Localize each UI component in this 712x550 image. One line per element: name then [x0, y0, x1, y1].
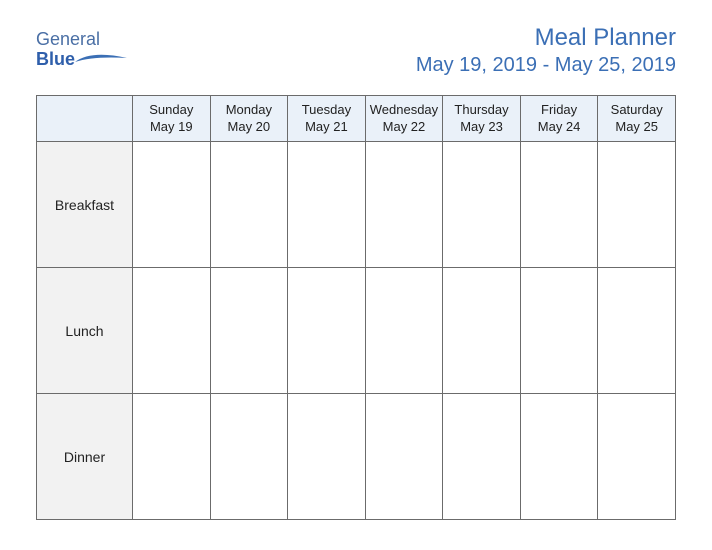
meal-cell[interactable]: [288, 142, 366, 268]
logo-word-blue: Blue: [36, 50, 75, 68]
day-date: May 25: [600, 119, 673, 135]
title-block: Meal Planner May 19, 2019 - May 25, 2019: [416, 24, 676, 77]
meal-planner-table: Sunday May 19 Monday May 20 Tuesday May …: [36, 95, 676, 520]
meal-label: Lunch: [37, 268, 133, 394]
day-name: Friday: [523, 102, 596, 118]
day-name: Monday: [213, 102, 286, 118]
day-header: Monday May 20: [210, 96, 288, 142]
date-range: May 19, 2019 - May 25, 2019: [416, 54, 676, 77]
meal-cell[interactable]: [210, 394, 288, 520]
meal-label: Dinner: [37, 394, 133, 520]
corner-cell: [37, 96, 133, 142]
day-header: Sunday May 19: [133, 96, 211, 142]
meal-row: Lunch: [37, 268, 676, 394]
day-header: Friday May 24: [520, 96, 598, 142]
meal-cell[interactable]: [133, 394, 211, 520]
meal-cell[interactable]: [365, 394, 443, 520]
day-date: May 20: [213, 119, 286, 135]
meal-label: Breakfast: [37, 142, 133, 268]
day-date: May 21: [290, 119, 363, 135]
day-name: Wednesday: [368, 102, 441, 118]
meal-cell[interactable]: [210, 268, 288, 394]
logo-word-general: General: [36, 29, 100, 49]
day-header: Saturday May 25: [598, 96, 676, 142]
meal-cell[interactable]: [520, 394, 598, 520]
meal-row: Breakfast: [37, 142, 676, 268]
meal-cell[interactable]: [443, 268, 521, 394]
day-date: May 22: [368, 119, 441, 135]
meal-cell[interactable]: [133, 142, 211, 268]
meal-cell[interactable]: [520, 268, 598, 394]
meal-cell[interactable]: [598, 394, 676, 520]
meal-row: Dinner: [37, 394, 676, 520]
day-date: May 23: [445, 119, 518, 135]
meal-cell[interactable]: [520, 142, 598, 268]
meal-cell[interactable]: [598, 268, 676, 394]
header: General Blue Meal Planner May 19, 2019 -…: [36, 24, 676, 77]
day-date: May 24: [523, 119, 596, 135]
meal-cell[interactable]: [133, 268, 211, 394]
day-name: Tuesday: [290, 102, 363, 118]
meal-cell[interactable]: [365, 142, 443, 268]
meal-cell[interactable]: [443, 394, 521, 520]
day-header: Tuesday May 21: [288, 96, 366, 142]
meal-cell[interactable]: [288, 268, 366, 394]
day-header: Wednesday May 22: [365, 96, 443, 142]
logo-text-block: General Blue: [36, 30, 129, 68]
meal-cell[interactable]: [288, 394, 366, 520]
meal-cell[interactable]: [210, 142, 288, 268]
day-name: Thursday: [445, 102, 518, 118]
day-header: Thursday May 23: [443, 96, 521, 142]
page-title: Meal Planner: [416, 24, 676, 52]
meal-cell[interactable]: [598, 142, 676, 268]
day-name: Sunday: [135, 102, 208, 118]
day-header-row: Sunday May 19 Monday May 20 Tuesday May …: [37, 96, 676, 142]
meal-cell[interactable]: [365, 268, 443, 394]
day-name: Saturday: [600, 102, 673, 118]
day-date: May 19: [135, 119, 208, 135]
swoosh-icon: [73, 52, 129, 66]
meal-cell[interactable]: [443, 142, 521, 268]
brand-logo: General Blue: [36, 30, 129, 68]
